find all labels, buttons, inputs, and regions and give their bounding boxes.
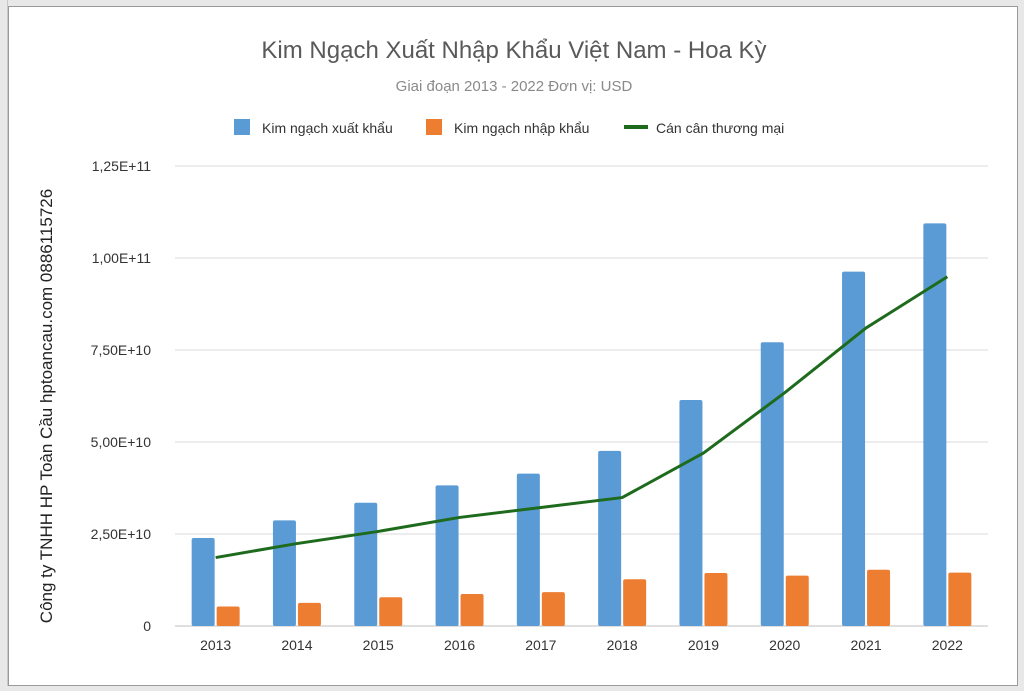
x-tick-label: 2020 (769, 637, 800, 653)
x-tick-label: 2014 (281, 637, 312, 653)
export-bar (435, 485, 459, 626)
x-axis: 2013 2014 2015 2016 2017 2018 2019 2020 2021 2022 (200, 637, 963, 653)
y-tick-label: 1,25E+11 (92, 158, 152, 174)
y-tick-label: 0 (143, 618, 151, 634)
import-bar (867, 569, 891, 626)
export-bar (272, 520, 296, 626)
import-bar (297, 602, 321, 626)
import-bar (704, 573, 728, 626)
legend-swatch (426, 119, 442, 135)
export-bar (923, 223, 947, 626)
x-tick-label: 2016 (444, 637, 475, 653)
legend-label: Cán cân thương mại (656, 120, 784, 136)
import-bar (541, 592, 565, 626)
legend-swatch (234, 119, 250, 135)
export-bar (679, 400, 703, 626)
import-bar (216, 606, 240, 626)
x-tick-label: 2019 (688, 637, 719, 653)
x-tick-label: 2022 (932, 637, 963, 653)
import-bar (623, 579, 647, 626)
import-bar (785, 575, 809, 626)
chart-subtitle: Giai đoạn 2013 - 2022 Đơn vị: USD (396, 78, 633, 95)
y-axis: 0 2,50E+10 5,00E+10 7,50E+10 1,00E+11 1,25E+1… (91, 158, 152, 634)
y-axis-label: Công ty TNHH HP Toàn Cầu hptoancau.com 0… (37, 189, 56, 623)
x-tick-label: 2015 (363, 637, 394, 653)
export-bar (354, 502, 378, 626)
balance-line (215, 275, 949, 560)
bars (191, 223, 972, 626)
window-edge-right (1018, 0, 1024, 691)
export-bar (598, 450, 622, 626)
export-bar (842, 271, 866, 626)
import-bar (460, 593, 484, 626)
y-tick-label: 7,50E+10 (91, 342, 152, 358)
window-edge-bottom (0, 686, 1024, 691)
balance-line-path (215, 275, 949, 560)
x-tick-label: 2013 (200, 637, 231, 653)
y-tick-label: 2,50E+10 (91, 526, 152, 542)
export-bar (191, 538, 215, 626)
window-edge-top (0, 0, 1024, 6)
legend: Kim ngạch xuất khẩu Kim ngạch nhập khẩu Cá… (234, 119, 784, 136)
legend-label: Kim ngạch nhập khẩu (454, 120, 589, 136)
x-tick-label: 2017 (525, 637, 556, 653)
x-tick-label: 2021 (850, 637, 881, 653)
gridlines (175, 165, 988, 627)
import-bar (948, 572, 972, 626)
export-bar (760, 342, 784, 626)
import-bar (379, 597, 403, 626)
export-bar (516, 473, 540, 626)
x-tick-label: 2018 (607, 637, 638, 653)
y-tick-label: 5,00E+10 (91, 434, 152, 450)
chart-title: Kim Ngạch Xuất Nhập Khẩu Việt Nam - Hoa … (261, 37, 766, 64)
window-edge-left (0, 0, 8, 691)
legend-label: Kim ngạch xuất khẩu (262, 120, 393, 136)
y-tick-label: 1,00E+11 (92, 250, 152, 266)
